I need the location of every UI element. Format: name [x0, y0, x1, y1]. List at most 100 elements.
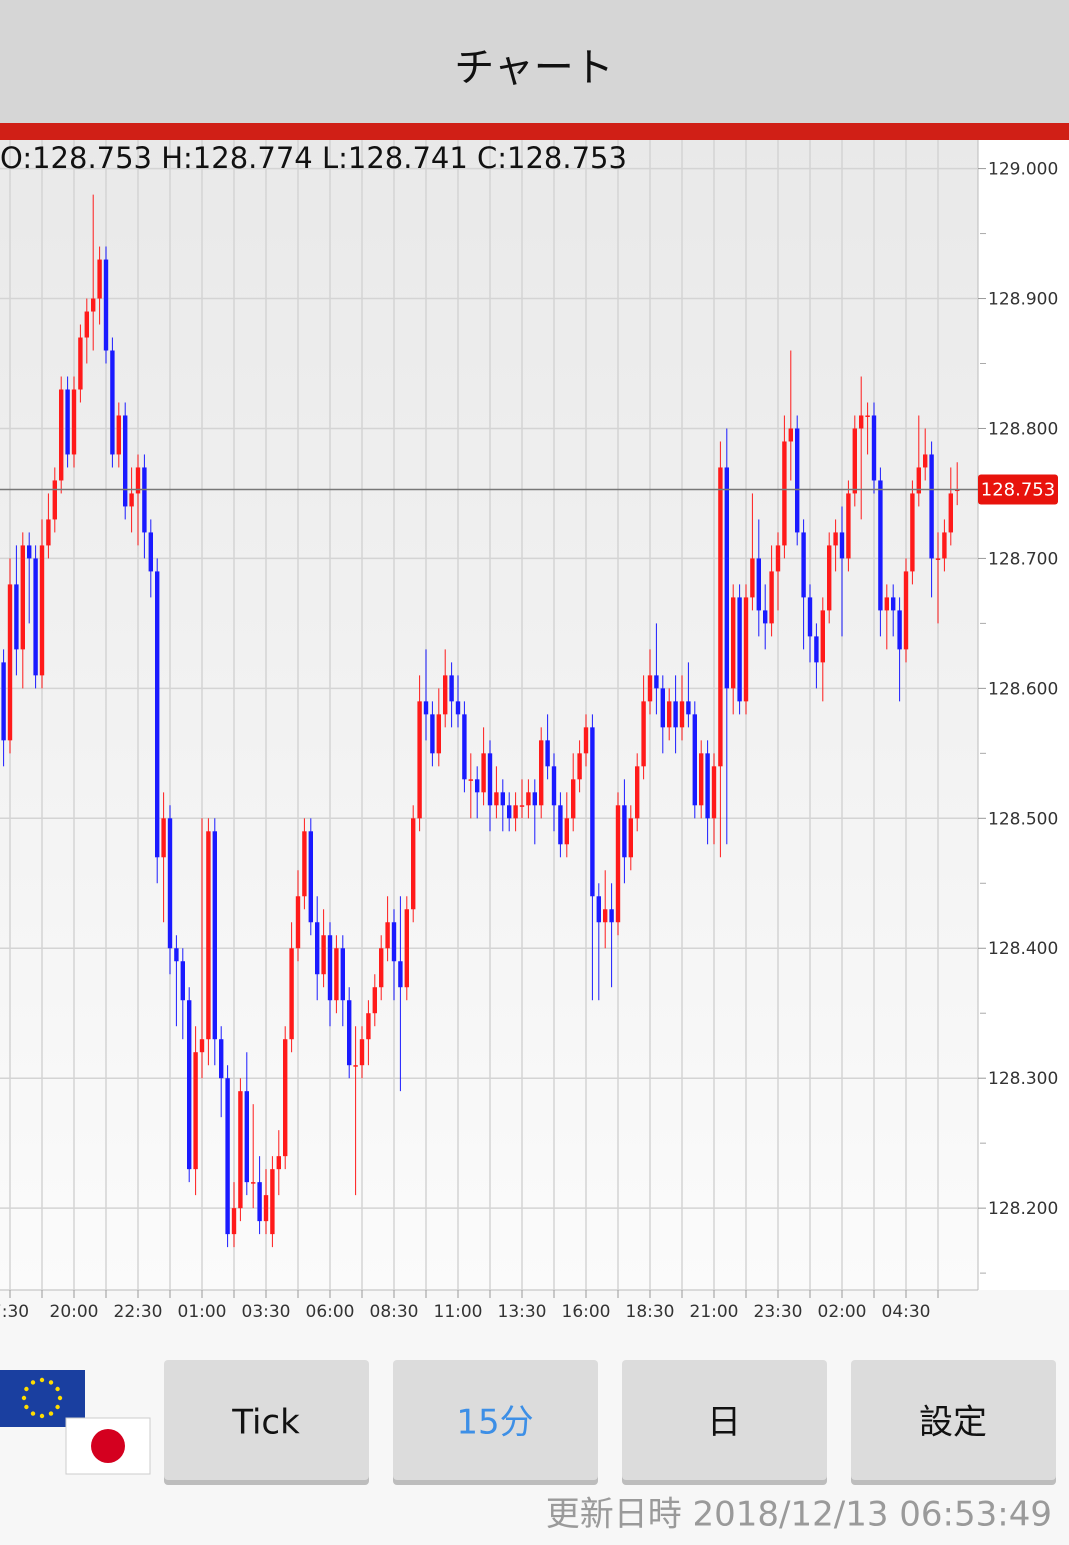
candle-body: [167, 818, 173, 949]
candle-body: [564, 818, 569, 845]
y-tick-label: 128.500: [988, 809, 1058, 829]
candle-body: [871, 415, 877, 481]
eu-star: [21, 1395, 27, 1401]
candle-body: [507, 805, 512, 819]
candle-body: [635, 766, 640, 819]
ohlc-readout: O:128.753 H:128.774 L:128.741 C:128.753: [0, 141, 627, 175]
candle-body: [763, 610, 768, 624]
eu-star: [48, 1411, 54, 1416]
candle-body: [718, 467, 723, 767]
candle-body: [596, 896, 601, 923]
candle-body: [500, 792, 505, 806]
candle-body: [276, 1156, 281, 1170]
candle-body: [647, 675, 653, 702]
toolbar-button[interactable]: 日: [622, 1360, 827, 1485]
candle-body: [212, 831, 217, 1040]
candle-body: [590, 727, 595, 897]
axes: 129.000 128.900 128.800 128.700 128.600 128.5…: [0, 160, 1058, 1322]
candle-body: [366, 1013, 371, 1040]
candle-body: [891, 597, 896, 611]
candle-body: [487, 753, 493, 806]
candle-body: [129, 493, 134, 507]
candle-body: [372, 987, 377, 1014]
candle-body: [782, 441, 787, 546]
candle-body: [743, 597, 749, 702]
candle-body: [315, 922, 320, 975]
candle-body: [1, 662, 6, 741]
button-face: [164, 1360, 369, 1480]
candle-body: [769, 571, 774, 624]
candle-body: [827, 545, 832, 611]
y-tick-label: 128.900: [988, 290, 1058, 310]
candle-body: [327, 935, 333, 1001]
candle-body: [417, 701, 422, 819]
candle-body: [673, 701, 678, 728]
candle-body: [449, 675, 454, 702]
candle-body: [814, 636, 819, 663]
candle-body: [39, 545, 45, 676]
candle-body: [385, 922, 390, 949]
plot-area: [0, 140, 978, 1290]
candle-body: [679, 701, 685, 728]
candle-body: [609, 909, 614, 923]
candle-body: [788, 428, 793, 442]
candle-body: [161, 818, 166, 858]
candle-body: [846, 493, 851, 559]
toolbar-button[interactable]: 設定: [851, 1360, 1056, 1485]
screen-title: チャート: [454, 45, 614, 91]
candle-body: [436, 714, 441, 754]
grid: [0, 140, 978, 1290]
candle-body: [839, 532, 845, 559]
candle-body: [455, 701, 461, 715]
candle-body: [660, 688, 665, 728]
candle-body: [667, 701, 672, 728]
button-label: Tick: [231, 1403, 300, 1443]
candle-body: [174, 948, 179, 962]
candle-body: [686, 701, 691, 715]
candle-body: [404, 909, 409, 988]
candle-body: [551, 766, 557, 806]
y-axis-area: [978, 140, 1069, 1290]
candle-body: [737, 597, 742, 702]
candle-body: [334, 948, 339, 1001]
x-tick-label: 06:00: [306, 1302, 355, 1322]
eu-star: [57, 1395, 63, 1401]
candle-body: [801, 532, 806, 598]
eu-star: [30, 1380, 36, 1385]
x-tick-label: 22:30: [114, 1302, 163, 1322]
candle-body: [884, 597, 889, 611]
candle-body: [705, 753, 710, 819]
candle-body: [91, 298, 96, 312]
candle-body: [244, 1091, 249, 1183]
candle-body: [699, 753, 704, 806]
candle-body: [654, 675, 659, 689]
candles: [0, 194, 978, 1248]
candle-body: [59, 389, 64, 481]
candle-body: [219, 1039, 224, 1079]
candle-body: [622, 805, 627, 858]
candle-body: [411, 818, 416, 910]
accent-bar: [0, 123, 1069, 140]
candle-body: [859, 415, 864, 429]
candle-body: [756, 558, 761, 611]
candle-body: [135, 467, 141, 494]
x-tick-label: 13:30: [498, 1302, 547, 1322]
toolbar-button[interactable]: Tick: [164, 1360, 369, 1485]
candle-body: [308, 831, 313, 923]
toolbar-button[interactable]: 15分: [393, 1360, 598, 1485]
candle-body: [295, 896, 301, 949]
candle-body: [123, 415, 128, 507]
y-tick-label: 128.200: [988, 1199, 1058, 1219]
candle-body: [187, 1000, 192, 1170]
candle-body: [199, 1039, 205, 1053]
candle-body: [14, 584, 19, 650]
candle-body: [897, 610, 902, 650]
candle-body: [398, 961, 403, 988]
candle-body: [423, 701, 429, 715]
candle-body: [603, 909, 608, 923]
eu-star: [39, 1377, 45, 1383]
candle-body: [206, 831, 211, 1040]
candle-body: [340, 948, 345, 1001]
